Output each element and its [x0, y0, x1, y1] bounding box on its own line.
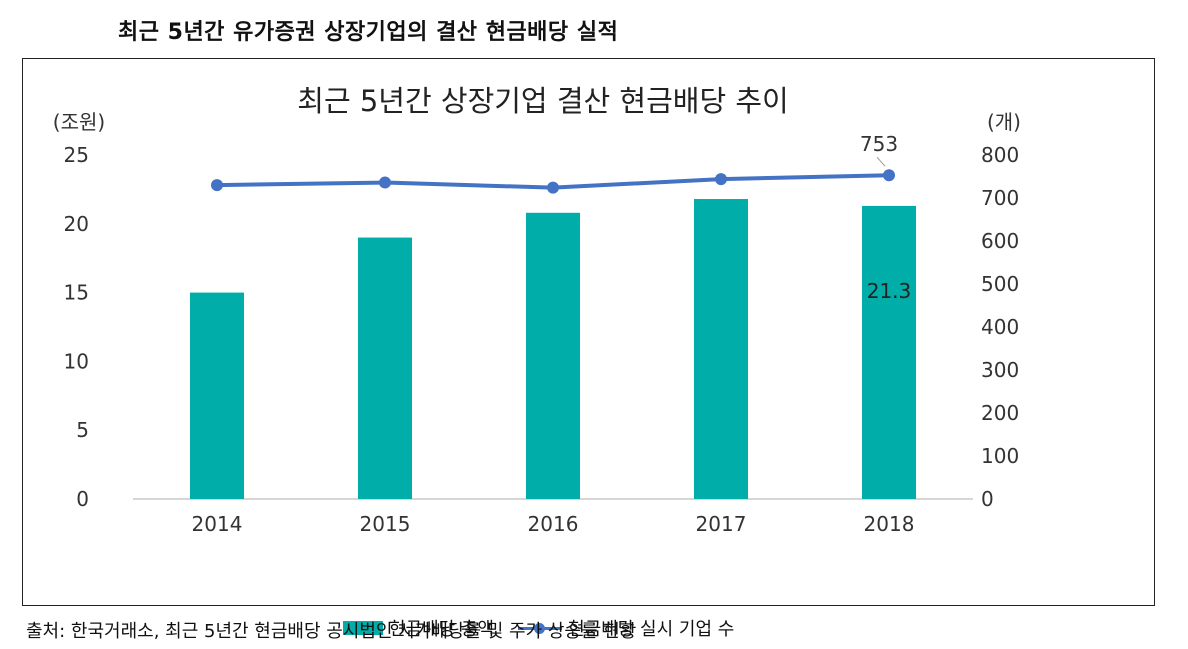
y-right-tick-label: 500 [981, 272, 1019, 296]
y-right-tick-label: 200 [981, 401, 1019, 425]
x-tick-label: 2015 [360, 512, 411, 536]
chart-frame: 최근 5년간 상장기업 결산 현금배당 추이 (조원) (개) 0 5 10 15 20… [22, 58, 1155, 640]
bar-2016 [526, 212, 580, 500]
y-right-tick-label: 600 [981, 229, 1019, 253]
line-point-2018 [883, 169, 895, 182]
x-tick-label: 2014 [192, 512, 243, 536]
y-right-tick-label: 100 [981, 444, 1019, 468]
line-point-2016 [547, 181, 559, 194]
page-title: 최근 5년간 유가증권 상장기업의 결산 현금배당 실적 [118, 20, 619, 45]
bar-2014 [190, 292, 244, 499]
legend-bar-swatch [343, 621, 383, 635]
line-data-label-leader [876, 156, 886, 167]
y-left-tick-label: 5 [76, 418, 89, 442]
y-left-tick-label: 15 [64, 281, 89, 305]
combo-chart: 최근 5년간 상장기업 결산 현금배당 추이 (조원) (개) 0 5 10 15 20… [53, 84, 1021, 536]
y-left-tick-label: 10 [64, 349, 89, 373]
y-axis-right-label: (개) [987, 110, 1021, 134]
y-axis-left-label: (조원) [53, 110, 105, 134]
line-data-label: 753 [860, 132, 898, 156]
legend-line-label: 현금배당 실시 기업 수 [568, 619, 735, 640]
legend-bar-label: 현금배당 총액 [389, 619, 495, 640]
line-point-2017 [715, 173, 727, 186]
x-tick-label: 2016 [528, 512, 579, 536]
bar-2018 [862, 205, 916, 500]
y-right-tick-label: 0 [981, 487, 994, 511]
bar-2017 [694, 199, 748, 500]
bar-2015 [358, 237, 412, 499]
x-tick-label: 2018 [864, 512, 915, 536]
y-right-tick-label: 400 [981, 315, 1019, 339]
y-right-tick-label: 700 [981, 186, 1019, 210]
y-left-tick-label: 0 [76, 487, 89, 511]
y-left-tick-label: 20 [64, 212, 89, 236]
y-right-tick-label: 300 [981, 358, 1019, 382]
line-point-2014 [211, 179, 223, 192]
line-point-2015 [379, 176, 391, 189]
chart-legend: 현금배당 총액 현금배당 실시 기업 수 [343, 615, 734, 641]
y-right-tick-label: 800 [981, 143, 1019, 167]
x-tick-label: 2017 [696, 512, 747, 536]
chart-title: 최근 5년간 상장기업 결산 현금배당 추이 [297, 84, 788, 118]
y-left-tick-label: 25 [64, 143, 89, 167]
source-note: 출처: 한국거래소, 최근 5년간 현금배당 공시법인 시가배당률 및 주가 상… [26, 621, 637, 642]
legend-line-swatch [518, 621, 563, 635]
bar-data-label: 21.3 [867, 279, 912, 303]
